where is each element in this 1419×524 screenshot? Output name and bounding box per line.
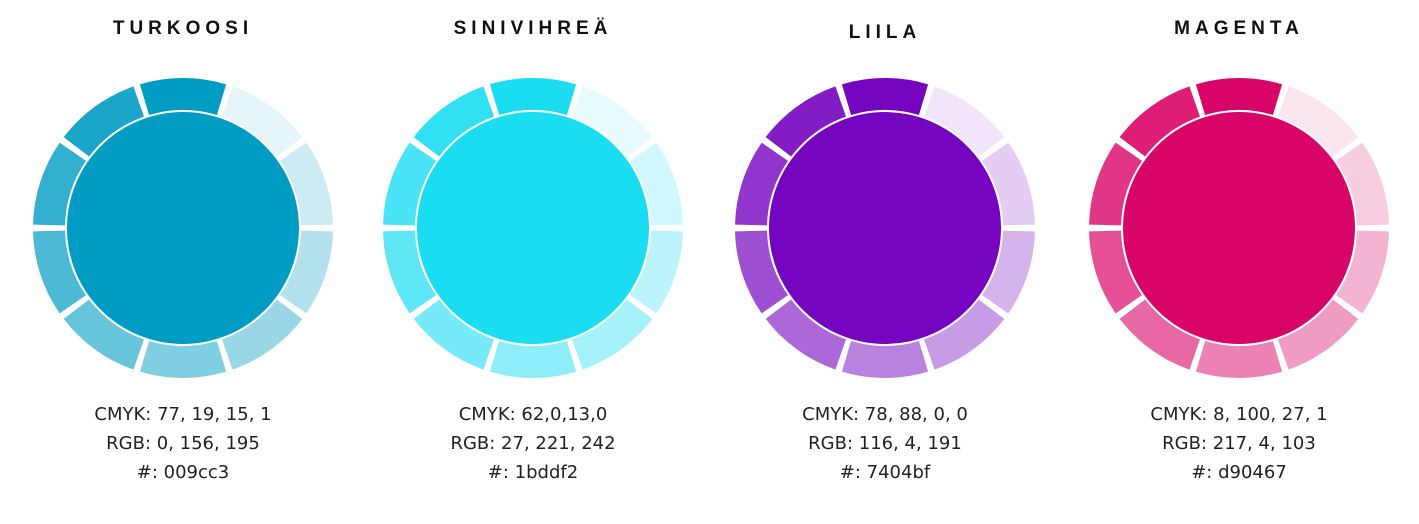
hex-value: #: 7404bf xyxy=(839,462,931,483)
swatch-title: TURKOOSI xyxy=(112,18,254,39)
tint-segment xyxy=(924,86,1005,157)
tint-segment xyxy=(383,230,436,314)
tint-segment xyxy=(1089,142,1142,226)
tint-segment xyxy=(222,299,303,370)
swatch-title: MAGENTA xyxy=(1174,18,1304,39)
color-wheel xyxy=(1089,78,1389,378)
tint-segment xyxy=(139,78,227,115)
color-values: CMYK: 77, 19, 15, 1 RGB: 0, 156, 195 #: … xyxy=(18,400,348,487)
tint-segment xyxy=(1336,142,1389,226)
color-values: CMYK: 78, 88, 0, 0 RGB: 116, 4, 191 #: 7… xyxy=(720,400,1050,487)
swatch-title: SINIVIHREÄ xyxy=(453,18,613,39)
tint-segment xyxy=(841,78,929,115)
rgb-value: RGB: 27, 221, 242 xyxy=(450,433,616,454)
tint-segment xyxy=(280,230,333,314)
tint-segment xyxy=(630,142,683,226)
tint-segment xyxy=(63,86,144,157)
tint-segment xyxy=(33,142,86,226)
main-color-disc xyxy=(769,112,1001,344)
main-color-disc xyxy=(67,112,299,344)
rgb-value: RGB: 217, 4, 103 xyxy=(1162,433,1316,454)
tint-segment xyxy=(139,341,227,378)
tint-segment xyxy=(1195,341,1283,378)
rgb-value: RGB: 116, 4, 191 xyxy=(808,433,962,454)
tint-segment xyxy=(924,299,1005,370)
tint-segment xyxy=(1195,78,1283,115)
tint-segment xyxy=(572,299,653,370)
rgb-value: RGB: 0, 156, 195 xyxy=(106,433,260,454)
color-wheel xyxy=(383,78,683,378)
tint-segment xyxy=(982,230,1035,314)
tint-segment xyxy=(572,86,653,157)
tint-segment xyxy=(1089,230,1142,314)
tint-segment xyxy=(280,142,333,226)
tint-segment xyxy=(765,86,846,157)
tint-segment xyxy=(33,230,86,314)
cmyk-value: CMYK: 77, 19, 15, 1 xyxy=(94,404,272,425)
tint-segment xyxy=(1278,299,1359,370)
tint-segment xyxy=(735,230,788,314)
tint-segment xyxy=(413,299,494,370)
cmyk-value: CMYK: 78, 88, 0, 0 xyxy=(802,404,968,425)
tint-segment xyxy=(489,78,577,115)
tint-segment xyxy=(982,142,1035,226)
tint-segment xyxy=(63,299,144,370)
tint-segment xyxy=(1336,230,1389,314)
tint-segment xyxy=(735,142,788,226)
color-values: CMYK: 62,0,13,0 RGB: 27, 221, 242 #: 1bd… xyxy=(368,400,698,487)
swatch-turkoosi: TURKOOSI CMYK: 77, 19, 15, 1 RGB: 0, 156… xyxy=(18,0,348,524)
tint-segment xyxy=(383,142,436,226)
tint-segment xyxy=(841,341,929,378)
cmyk-value: CMYK: 8, 100, 27, 1 xyxy=(1150,404,1328,425)
tint-segment xyxy=(1119,299,1200,370)
tint-segment xyxy=(765,299,846,370)
hex-value: #: 1bddf2 xyxy=(487,462,579,483)
tint-segment xyxy=(413,86,494,157)
main-color-disc xyxy=(1123,112,1355,344)
tint-segment xyxy=(489,341,577,378)
swatch-liila: LIILA CMYK: 78, 88, 0, 0 RGB: 116, 4, 19… xyxy=(720,0,1050,524)
color-wheel xyxy=(735,78,1035,378)
hex-value: #: 009cc3 xyxy=(136,462,230,483)
tint-segment xyxy=(1119,86,1200,157)
cmyk-value: CMYK: 62,0,13,0 xyxy=(458,404,608,425)
main-color-disc xyxy=(417,112,649,344)
tint-segment xyxy=(630,230,683,314)
swatch-title: LIILA xyxy=(848,22,922,43)
color-values: CMYK: 8, 100, 27, 1 RGB: 217, 4, 103 #: … xyxy=(1074,400,1404,487)
swatch-magenta: MAGENTA CMYK: 8, 100, 27, 1 RGB: 217, 4,… xyxy=(1074,0,1404,524)
color-wheel xyxy=(33,78,333,378)
tint-segment xyxy=(222,86,303,157)
tint-segment xyxy=(1278,86,1359,157)
hex-value: #: d90467 xyxy=(1191,462,1287,483)
swatch-sinivihrea: SINIVIHREÄ CMYK: 62,0,13,0 RGB: 27, 221,… xyxy=(368,0,698,524)
